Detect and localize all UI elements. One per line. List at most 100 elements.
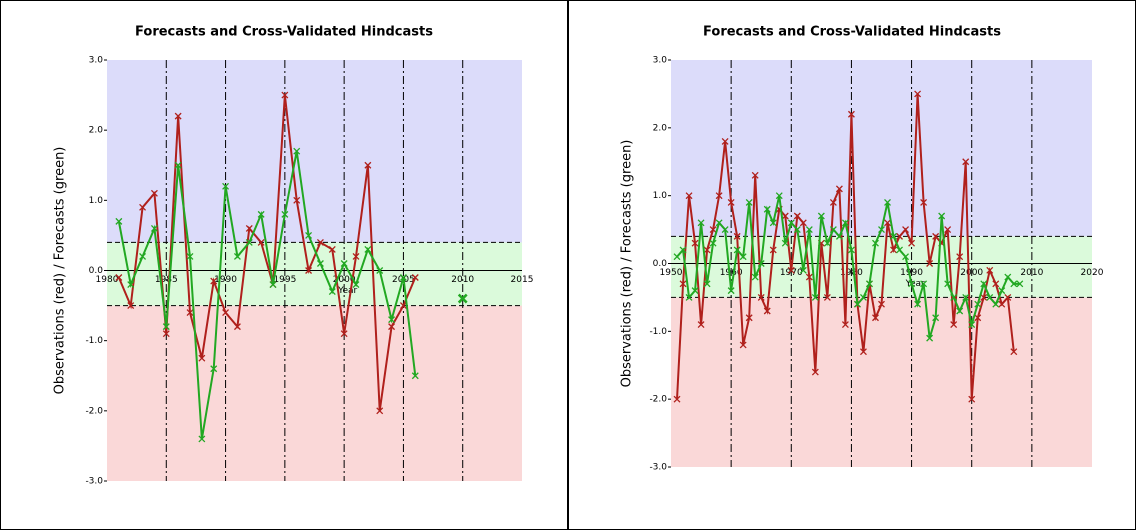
data-point — [222, 309, 230, 317]
x-tick-label: 1995 — [273, 275, 296, 285]
data-point — [245, 238, 253, 246]
data-point — [775, 192, 783, 200]
data-point — [721, 226, 729, 234]
data-point — [968, 321, 976, 329]
data-point — [679, 246, 687, 254]
data-point — [757, 260, 765, 267]
data-point — [799, 266, 807, 274]
data-point — [115, 274, 123, 281]
data-point — [817, 212, 825, 220]
data-point — [751, 273, 759, 281]
data-point — [679, 280, 687, 288]
data-point — [811, 293, 819, 301]
data-point — [793, 226, 801, 234]
y-tick-label: 1.0 — [653, 191, 668, 201]
data-point — [727, 198, 735, 206]
data-point — [733, 232, 741, 240]
x-tick-label: 1980 — [96, 275, 119, 285]
data-point — [697, 219, 705, 227]
data-point — [908, 280, 916, 288]
data-point — [998, 300, 1006, 308]
data-point — [787, 266, 795, 274]
data-point — [998, 287, 1006, 295]
data-point — [763, 307, 771, 315]
data-point — [281, 210, 289, 218]
data-point — [328, 288, 336, 296]
y-tick-label: -3.0 — [649, 463, 667, 473]
data-point — [823, 293, 831, 301]
x-tick-label: 1990 — [900, 268, 923, 278]
x-tick-label: 1980 — [840, 268, 863, 278]
data-point — [727, 287, 735, 295]
data-point — [841, 219, 849, 227]
data-point — [914, 300, 922, 308]
y-axis-label: Observations (red) / Forecasts (green) — [620, 140, 635, 388]
data-point — [781, 212, 789, 220]
band — [107, 60, 522, 243]
data-point — [938, 212, 946, 220]
x-axis-label: Year — [905, 279, 925, 289]
data-point — [920, 280, 928, 288]
data-point — [896, 232, 904, 240]
data-point — [847, 110, 855, 118]
data-point — [186, 309, 194, 317]
data-point — [115, 217, 123, 225]
data-point — [399, 274, 407, 281]
data-point — [884, 198, 891, 206]
data-point — [950, 293, 958, 301]
data-point — [944, 226, 952, 234]
data-point — [721, 137, 729, 145]
band — [107, 242, 522, 306]
data-point — [709, 226, 717, 234]
data-point — [811, 368, 819, 376]
data-point — [968, 395, 976, 403]
data-point — [745, 314, 753, 322]
data-point — [328, 245, 336, 253]
data-point — [1004, 293, 1012, 301]
data-point — [890, 232, 897, 240]
data-point — [872, 314, 879, 322]
data-point — [162, 330, 170, 338]
data-point — [269, 281, 277, 288]
data-point — [920, 198, 928, 206]
data-point — [388, 323, 396, 331]
data-point — [878, 300, 885, 308]
data-point — [685, 192, 693, 200]
data-point — [139, 203, 147, 211]
data-point — [757, 293, 765, 301]
data-point — [673, 253, 681, 261]
data-point — [1010, 348, 1018, 356]
data-point — [281, 91, 289, 99]
data-point — [198, 354, 206, 362]
data-point — [908, 239, 916, 247]
data-point — [962, 158, 970, 166]
data-point — [859, 348, 867, 356]
data-point — [829, 226, 837, 234]
data-point — [986, 293, 994, 301]
data-point — [691, 239, 699, 247]
data-point — [859, 293, 867, 301]
data-point — [233, 253, 241, 260]
y-tick-label: -1.0 — [649, 327, 667, 337]
data-point — [751, 171, 759, 179]
data-point — [841, 321, 849, 329]
x-tick-label: 2020 — [1081, 268, 1104, 278]
data-point — [733, 246, 741, 254]
data-point — [388, 316, 396, 324]
data-point — [411, 372, 419, 380]
data-point — [316, 238, 324, 246]
data-point — [257, 210, 265, 218]
data-point — [364, 161, 372, 169]
data-point — [980, 293, 988, 301]
data-point — [715, 219, 723, 227]
data-point — [703, 280, 711, 288]
x-tick-label: 2000 — [333, 275, 356, 285]
data-point — [703, 246, 711, 254]
data-point — [847, 246, 855, 254]
band — [107, 305, 522, 481]
data-point — [150, 224, 158, 232]
data-point — [186, 253, 194, 260]
x-tick-label: 2010 — [1020, 268, 1043, 278]
data-point — [799, 219, 807, 227]
